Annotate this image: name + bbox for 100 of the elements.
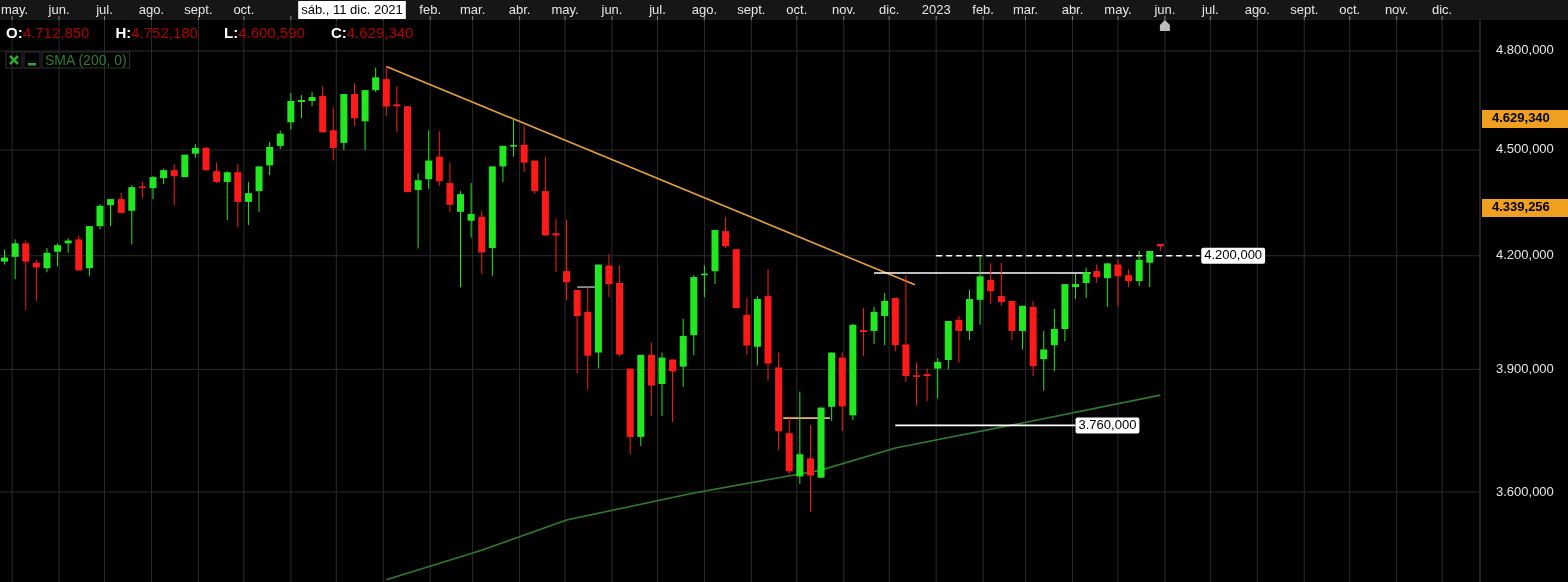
candlestick bbox=[976, 256, 984, 326]
candlestick bbox=[997, 262, 1005, 307]
candlestick bbox=[1114, 259, 1122, 307]
x-tick-label: sept. bbox=[1290, 2, 1319, 17]
x-tick-label: feb. bbox=[972, 2, 994, 17]
candlestick bbox=[912, 362, 920, 407]
candlestick bbox=[446, 162, 454, 213]
candlestick bbox=[149, 175, 157, 200]
candlestick bbox=[329, 106, 337, 162]
candlestick bbox=[669, 359, 677, 423]
candlestick bbox=[393, 85, 401, 133]
x-tick-label: feb. bbox=[419, 2, 442, 17]
x-tick-label: jul. bbox=[95, 2, 113, 17]
candlestick bbox=[1093, 264, 1101, 284]
candlestick bbox=[54, 242, 62, 267]
x-tick-label: ago. bbox=[138, 2, 165, 17]
x-tick-label: nov. bbox=[831, 2, 856, 17]
candlestick bbox=[722, 216, 730, 249]
x-tick-label: ago. bbox=[1244, 2, 1270, 17]
candlestick bbox=[213, 162, 221, 184]
annotation: 3.760,000 bbox=[1078, 416, 1137, 432]
x-tick-label: oct. bbox=[1339, 2, 1361, 17]
x-tick-label: abr. bbox=[508, 2, 531, 17]
candlestick bbox=[923, 368, 931, 402]
candlestick bbox=[128, 184, 136, 245]
x-tick-label: sept. bbox=[184, 2, 213, 17]
line-series bbox=[385, 394, 1162, 581]
candlestick bbox=[202, 146, 210, 172]
x-tick-label: dic. bbox=[1432, 2, 1453, 17]
candlestick bbox=[859, 307, 867, 357]
candlestick bbox=[563, 219, 571, 301]
candlestick bbox=[244, 181, 252, 226]
candlestick bbox=[223, 170, 231, 221]
candlestick bbox=[414, 172, 422, 249]
candlestick bbox=[308, 91, 316, 107]
text: 4.339,256 bbox=[1492, 199, 1550, 215]
candlestick bbox=[96, 203, 104, 230]
candlestick bbox=[499, 145, 507, 183]
candlestick bbox=[520, 125, 528, 173]
annotation: H:4.752,180 bbox=[115, 24, 198, 41]
candlestick bbox=[297, 94, 305, 119]
candlestick bbox=[372, 67, 380, 93]
candlestick bbox=[934, 357, 942, 399]
candlestick bbox=[11, 238, 19, 280]
y-tick-label: 4.500,000 bbox=[1496, 141, 1554, 157]
candlestick bbox=[870, 306, 878, 345]
candlestick bbox=[881, 292, 889, 346]
x-tick-label: jun. bbox=[47, 2, 70, 17]
candlestick bbox=[425, 129, 433, 190]
x-tick-label: jul. bbox=[648, 2, 666, 17]
candlestick bbox=[107, 198, 115, 227]
x-tick-label: jul. bbox=[1201, 2, 1219, 17]
candlestick bbox=[287, 92, 295, 131]
candlestick bbox=[276, 130, 284, 150]
annotation: L:4.600,590 bbox=[223, 24, 305, 41]
annotation: 4.200,000 bbox=[1204, 247, 1263, 263]
candlestick bbox=[605, 253, 613, 298]
x-tick-label: ago. bbox=[691, 2, 718, 17]
x-tick-label: oct. bbox=[233, 2, 255, 17]
x-tick-label: oct. bbox=[786, 2, 808, 17]
candlestick bbox=[806, 424, 814, 513]
candlestick bbox=[1050, 308, 1058, 372]
x-tick-label: mar. bbox=[1012, 2, 1039, 17]
x-tick-label: jun. bbox=[600, 2, 623, 17]
y-tick-label: 3.600,000 bbox=[1496, 483, 1554, 499]
annotation: O:4.712,850 bbox=[6, 24, 90, 41]
x-tick-label: may. bbox=[551, 2, 579, 17]
x-tick-label: jun. bbox=[1153, 2, 1176, 17]
x-tick-label: sept. bbox=[737, 2, 766, 17]
candlestick bbox=[1082, 266, 1090, 299]
text: SMA (200, 0) bbox=[45, 52, 127, 68]
candlestick bbox=[1146, 250, 1154, 288]
x-tick-label: may. bbox=[1, 2, 29, 17]
candlestick bbox=[43, 247, 51, 273]
y-tick-label: 4.200,000 bbox=[1496, 247, 1554, 263]
candlestick bbox=[1135, 250, 1143, 287]
candlestick bbox=[457, 190, 465, 288]
text: 4.629,340 bbox=[1492, 110, 1550, 126]
candlestick bbox=[170, 163, 178, 206]
candlestick bbox=[266, 141, 274, 176]
x-tick-label: 2023 bbox=[921, 2, 951, 17]
candlestick bbox=[955, 315, 963, 364]
y-tick-label: 4.800,000 bbox=[1496, 42, 1554, 58]
candlestick bbox=[1103, 262, 1111, 308]
x-tick-label: nov. bbox=[1384, 2, 1409, 17]
x-tick-label: may. bbox=[1104, 2, 1132, 17]
candlestick bbox=[1040, 330, 1048, 392]
candlestick bbox=[467, 182, 475, 239]
x-tick-label: abr. bbox=[1061, 2, 1084, 17]
text: sáb., 11 dic. 2021 bbox=[301, 2, 403, 17]
candlestick bbox=[22, 239, 30, 311]
x-tick-label: mar. bbox=[459, 2, 486, 17]
candlestick bbox=[510, 118, 518, 158]
annotation: C:4.629,340 bbox=[330, 24, 414, 41]
candlestick bbox=[1072, 273, 1080, 300]
candlestick bbox=[796, 391, 804, 485]
candlestick bbox=[987, 262, 995, 305]
x-tick-label: dic. bbox=[879, 2, 900, 17]
y-tick-label: 3.900,000 bbox=[1496, 360, 1554, 376]
candlestick bbox=[552, 218, 560, 273]
